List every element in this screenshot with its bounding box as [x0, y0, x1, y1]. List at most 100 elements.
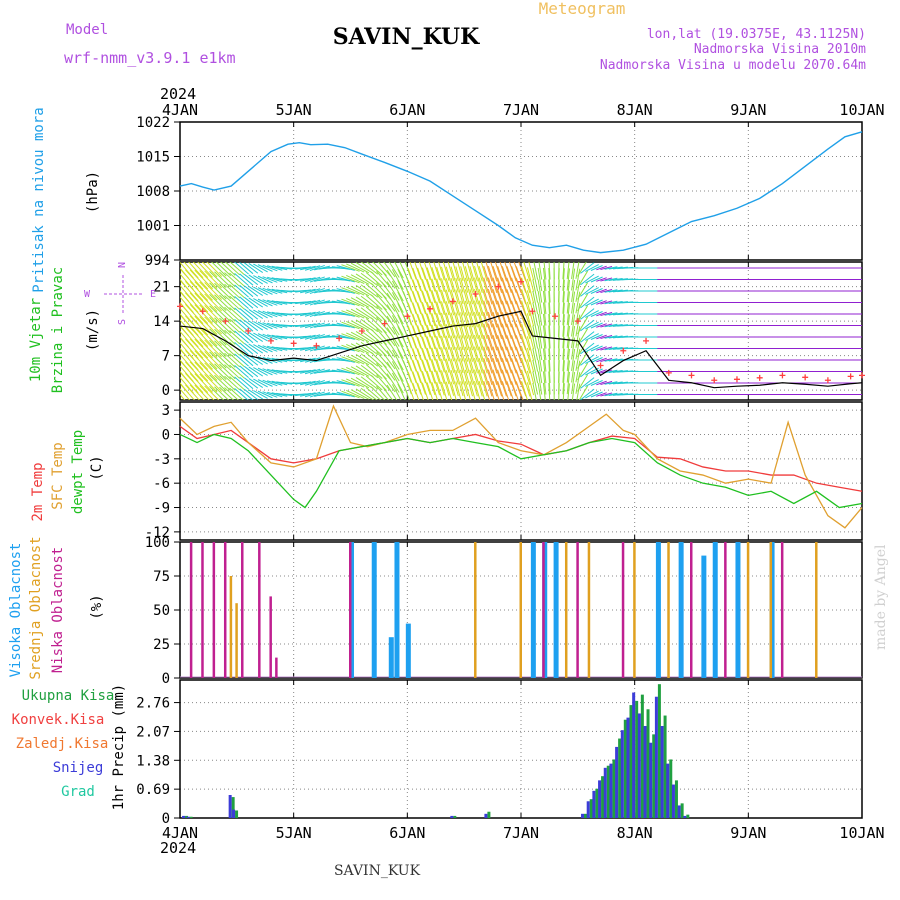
wind-arrow [497, 323, 507, 351]
wind-arrow [511, 300, 522, 328]
y-tick-label: -12 [145, 525, 170, 541]
wind-arrow [341, 310, 360, 318]
wind-arrow [417, 325, 426, 349]
high-cloud-bar [735, 542, 741, 678]
wind-arrow [580, 377, 595, 389]
wind-arrow [469, 369, 478, 397]
x-tick-label-bottom: 5JAN [276, 824, 312, 842]
wind-arrow [295, 312, 312, 316]
wind-title-1: 10m Vjetar [28, 298, 44, 382]
wind-arrow [577, 305, 589, 323]
wind-arrow [394, 262, 404, 279]
wind-arrow [341, 298, 360, 307]
wind-arrow [464, 266, 474, 293]
wind-arrow [590, 299, 603, 306]
wind-arrow [542, 336, 547, 361]
wind-arrow [548, 267, 551, 292]
wind-arrow [229, 318, 245, 333]
wind-arrow [436, 347, 445, 373]
wind-arrow [473, 300, 483, 328]
wind-arrow [253, 332, 268, 342]
wind-arrow [577, 351, 589, 369]
wind-arrow [219, 352, 236, 368]
wind-arrow [271, 369, 288, 374]
wind-arrow [532, 336, 539, 361]
wind-arrow [194, 384, 210, 400]
wind-arrow [234, 388, 249, 400]
wind-arrow [365, 295, 383, 310]
wind-arrow [511, 358, 522, 385]
wind-arrow [309, 264, 325, 272]
x-tick-label-top: 7JAN [503, 101, 539, 119]
wind-arrow [360, 262, 379, 275]
elevation-label: Nadmorska Visina 2010m [694, 42, 866, 57]
wind-arrow [267, 391, 283, 398]
wind-arrow [248, 389, 264, 400]
wind-arrow [501, 277, 512, 305]
wind-arrow [440, 278, 450, 304]
wind-arrow [331, 277, 351, 282]
wind-arrow [571, 337, 576, 360]
wind-arrow [314, 357, 331, 363]
cloud-title-low: Niska Oblacnost [50, 547, 66, 673]
wind-arrow [590, 380, 603, 386]
wind-arrow [497, 369, 507, 397]
wind-arrow [304, 265, 321, 271]
wind-arrow [376, 270, 392, 289]
wind-arrow [386, 350, 400, 370]
wind-arrow [421, 267, 431, 292]
wind-arrow [515, 289, 527, 316]
wind-arrow [204, 351, 223, 369]
wind-gust-mark [756, 374, 763, 381]
wind-arrow [460, 289, 469, 316]
wind-arrow [239, 307, 254, 321]
y-tick-label: 1.38 [136, 753, 170, 769]
wind-arrow [417, 279, 426, 303]
wind-arrow [600, 277, 613, 282]
wind-arrow [350, 331, 370, 343]
wind-arrow [473, 357, 483, 386]
wind-arrow [185, 269, 204, 290]
precip-snow-bar [182, 815, 186, 818]
precip-snow-bar [581, 813, 585, 818]
wind-arrow [421, 336, 431, 361]
x-tick-label-bottom: 7JAN [503, 824, 539, 842]
temp-title-2m: 2m Temp [30, 462, 46, 521]
wind-arrow [253, 390, 268, 399]
wind-arrow [407, 337, 417, 360]
wind-arrow [506, 358, 517, 385]
wind-arrow [596, 288, 607, 294]
wind-arrow [386, 384, 398, 400]
high-cloud-bar [530, 542, 536, 678]
wind-arrow [450, 266, 459, 293]
wind-arrow [350, 297, 370, 308]
wind-arrow [518, 262, 527, 282]
wind-arrow [314, 288, 331, 294]
wind-arrow [381, 385, 394, 400]
wind-arrow [262, 276, 278, 283]
wind-arrow [386, 281, 400, 301]
temp-2m-line [179, 425, 863, 492]
wind-arrow [604, 277, 618, 282]
wind-arrow [257, 333, 273, 341]
wind-gust-mark [245, 328, 252, 334]
wind-arrow [366, 262, 383, 276]
wind-arrow [478, 311, 488, 340]
wind-arrow [585, 379, 599, 387]
wind-arrow [267, 334, 283, 340]
low-cloud-bar [542, 542, 545, 678]
wind-arrow [562, 383, 565, 400]
wind-arrow [350, 389, 370, 400]
wind-arrow [478, 323, 488, 351]
wind-arrow [346, 390, 365, 399]
wind-arrow [440, 381, 448, 400]
low-cloud-bar [269, 596, 272, 678]
wind-arrow [185, 361, 204, 382]
wind-arrow [331, 358, 351, 362]
wind-arrow [521, 323, 531, 351]
wind-arrow [492, 289, 503, 316]
wind-arrow [492, 369, 503, 397]
wind-arrow [537, 348, 543, 372]
wind-arrow [376, 316, 392, 335]
wind-arrow [426, 301, 436, 327]
